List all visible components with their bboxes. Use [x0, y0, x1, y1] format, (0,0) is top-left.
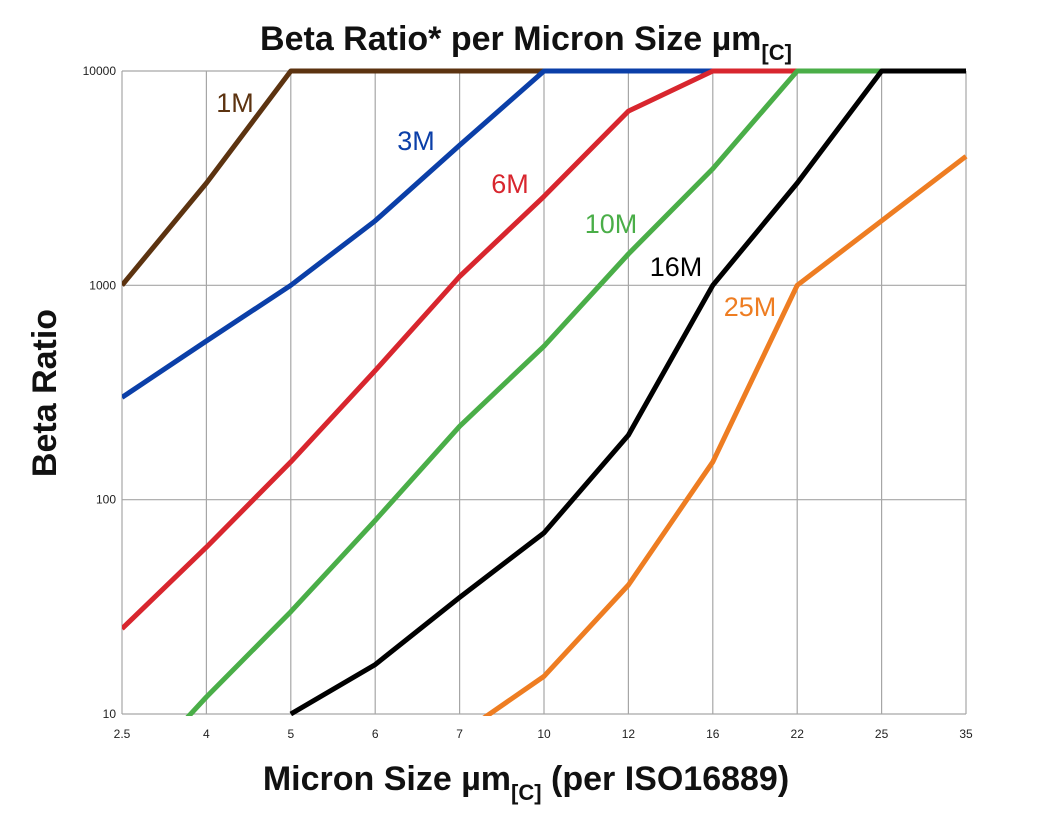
- y-axis-title: Beta Ratio: [26, 309, 64, 477]
- series-lines: [122, 68, 968, 716]
- grid: [121, 70, 967, 715]
- x-tick-label: 7: [456, 727, 463, 741]
- x-tick-label: 22: [791, 727, 805, 741]
- y-tick-label: 10: [103, 707, 117, 721]
- x-tick-label: 25: [875, 727, 889, 741]
- y-tick-label: 100: [96, 493, 116, 507]
- x-tick-label: 6: [372, 727, 379, 741]
- x-tick-label: 10: [537, 727, 551, 741]
- x-tick-label: 16: [706, 727, 720, 741]
- y-tick-label: 10000: [83, 64, 117, 78]
- series-labels: 1M 3M 6M 10M 16M 25M: [216, 88, 776, 322]
- series-label-6M: 6M: [491, 169, 529, 199]
- x-tick-label: 12: [622, 727, 636, 741]
- x-tick-label: 35: [959, 727, 973, 741]
- series-line-10M: [185, 68, 966, 716]
- series-label-10M: 10M: [585, 209, 638, 239]
- x-tick-label: 2.5: [114, 727, 131, 741]
- x-tick-label: 5: [287, 727, 294, 741]
- series-label-25M: 25M: [724, 292, 777, 322]
- x-tick-label: 4: [203, 727, 210, 741]
- y-tick-label: 1000: [89, 278, 116, 292]
- x-axis-title: Micron Size µm[C] (per ISO16889): [263, 760, 789, 805]
- series-label-3M: 3M: [397, 126, 435, 156]
- series-label-1M: 1M: [216, 88, 254, 118]
- series-line-25M: [482, 154, 968, 716]
- tick-labels: 2.5 4 5 6 7 10 12 16 22 25 35 10 100 1000 10000: [83, 64, 973, 741]
- series-line-16M: [289, 68, 966, 716]
- chart-title-subscript: [C]: [761, 40, 792, 65]
- chart-title: Beta Ratio* per Micron Size µm[C]: [260, 20, 792, 65]
- series-label-16M: 16M: [650, 252, 703, 282]
